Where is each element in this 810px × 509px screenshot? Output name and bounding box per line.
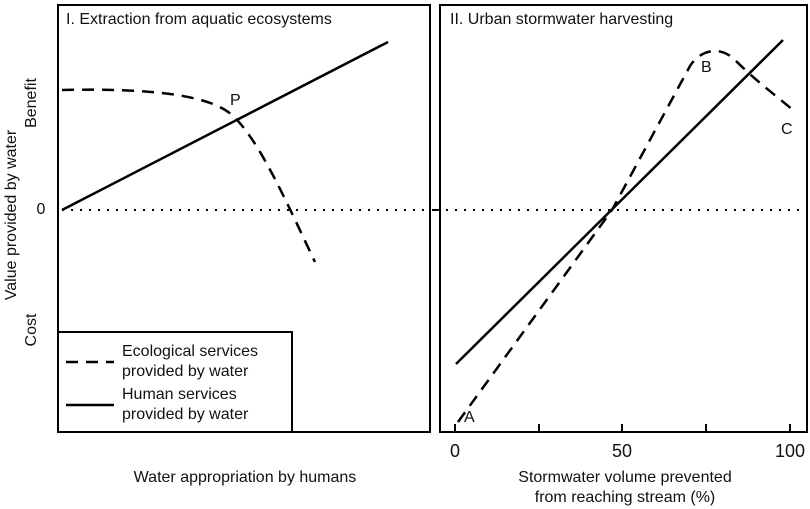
- x-axis-title: from reaching stream (%): [535, 489, 716, 506]
- x-axis-title: Water appropriation by humans: [134, 469, 357, 486]
- human-line: [61, 40, 389, 212]
- legend-box: [57, 331, 293, 433]
- x-tick-label: 100: [775, 441, 805, 461]
- point-label: P: [230, 92, 241, 109]
- point-label: A: [464, 409, 475, 426]
- ecological-curve: [61, 88, 317, 263]
- y-cost: Cost: [23, 313, 40, 346]
- x-tick-label: 50: [612, 441, 632, 461]
- panel-title: I. Extraction from aquatic ecosystems: [66, 11, 332, 28]
- panel-title: II. Urban stormwater harvesting: [450, 11, 673, 28]
- legend-text: Human services: [122, 386, 237, 403]
- legend-text: provided by water: [122, 406, 249, 423]
- x-ticks: [454, 424, 791, 432]
- point-label: C: [781, 121, 793, 138]
- y-benefit: Benefit: [23, 78, 40, 128]
- legend-text: provided by water: [122, 363, 249, 380]
- panel-frame: [439, 4, 808, 433]
- x-tick-label: 0: [450, 441, 460, 461]
- y-axis-title: Value provided by water: [3, 129, 20, 300]
- y-zero: 0: [37, 201, 46, 218]
- legend-text: Ecological services: [122, 343, 258, 360]
- point-label: B: [701, 59, 712, 76]
- x-axis-title: Stormwater volume prevented: [518, 469, 731, 486]
- human-line: [455, 39, 784, 365]
- ecological-curve: [456, 49, 794, 423]
